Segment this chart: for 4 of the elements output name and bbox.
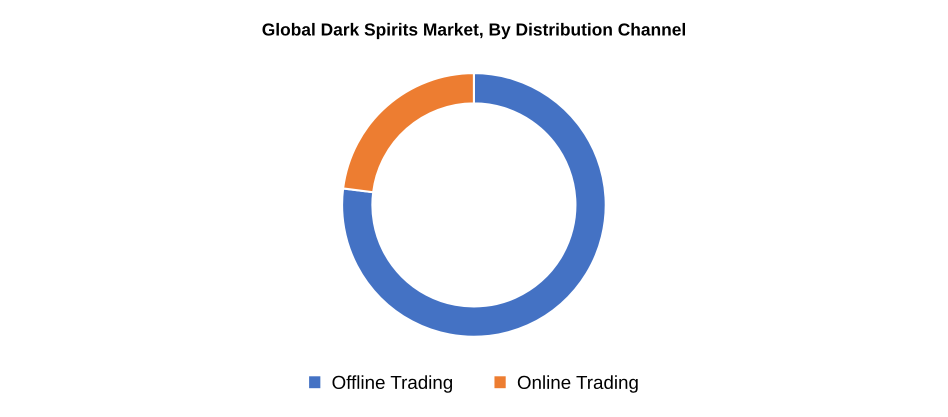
legend-label: Offline Trading [332,375,452,393]
chart-title: Global Dark Spirits Market, By Distribution Channel [262,22,686,40]
donut-slice [341,72,607,338]
legend-label: Online Trading [518,375,638,393]
